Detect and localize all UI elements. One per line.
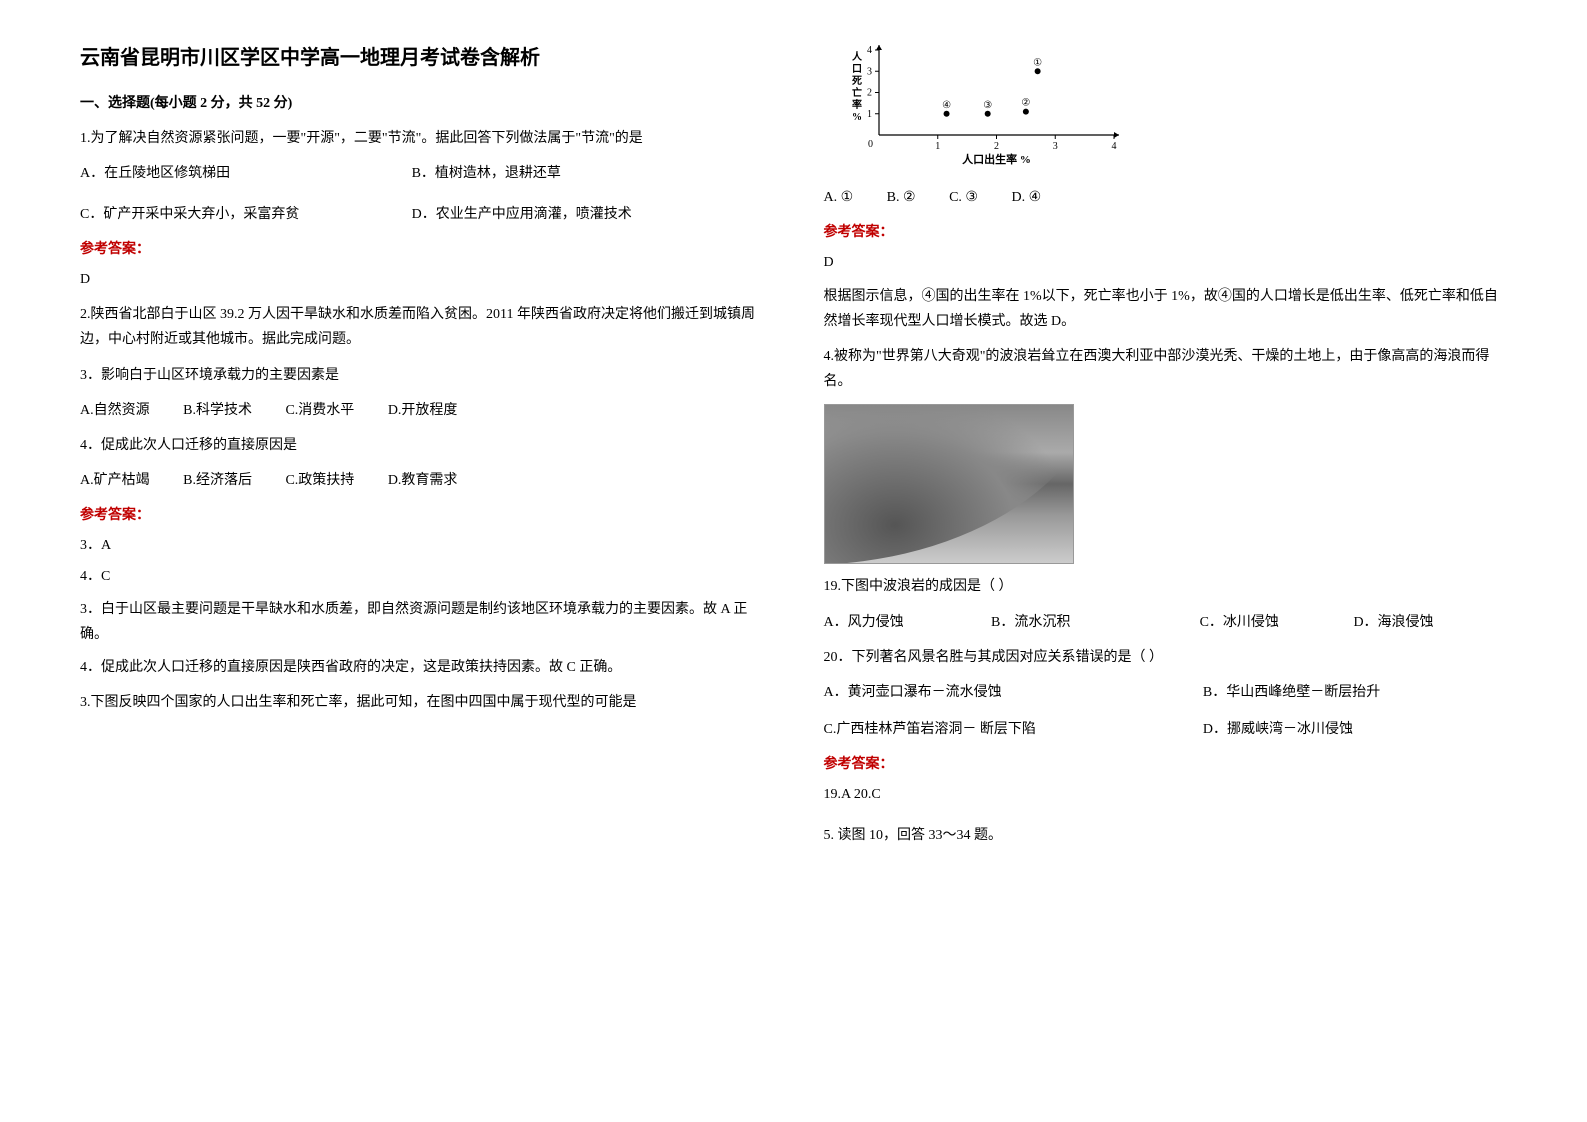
wave-rock-image-container bbox=[824, 404, 1508, 564]
q2-sub3-c: C.消费水平 bbox=[285, 398, 354, 423]
scatter-chart: 1 2 3 4 1 2 3 4 0 人口出生率 % 人口死亡率% ① ② ③ ④ bbox=[844, 45, 1508, 175]
q4-sub20-c: C.广西桂林芦笛岩溶洞－ 断层下陷 bbox=[824, 717, 1200, 742]
q1-options: A．在丘陵地区修筑梯田 B．植树造林，退耕还草 C．矿产开采中采大弃小，采富弃贫… bbox=[80, 161, 764, 226]
q4-sub20-d: D．挪威峡湾－冰川侵蚀 bbox=[1203, 717, 1476, 742]
svg-text:率: 率 bbox=[852, 98, 862, 111]
q2-ans4: 4．C bbox=[80, 564, 764, 589]
section-1-header: 一、选择题(每小题 2 分，共 52 分) bbox=[80, 91, 764, 116]
svg-text:3: 3 bbox=[867, 66, 872, 77]
q3-answer: D bbox=[824, 250, 1508, 275]
q2-sub4-d: D.教育需求 bbox=[388, 468, 458, 493]
q2-sub4-b: B.经济落后 bbox=[183, 468, 252, 493]
q4-answer-label: 参考答案： bbox=[824, 752, 1508, 777]
q2-sub4: 4．促成此次人口迁移的直接原因是 bbox=[80, 433, 764, 458]
q3-answer-label: 参考答案： bbox=[824, 220, 1508, 245]
q1-option-d: D．农业生产中应用滴灌，喷灌技术 bbox=[412, 202, 740, 227]
svg-text:人: 人 bbox=[852, 50, 863, 63]
q3-option-b: B. ② bbox=[887, 185, 916, 210]
q2-sub3-options: A.自然资源 B.科学技术 C.消费水平 D.开放程度 bbox=[80, 398, 764, 423]
q4-sub19-b: B．流水沉积 bbox=[991, 610, 1196, 635]
q2-sub3-d: D.开放程度 bbox=[388, 398, 458, 423]
q3-explanation: 根据图示信息，④国的出生率在 1%以下，死亡率也小于 1%，故④国的人口增长是低… bbox=[824, 284, 1508, 334]
q2-sub4-options: A.矿产枯竭 B.经济落后 C.政策扶持 D.教育需求 bbox=[80, 468, 764, 493]
q2-sub4-c: C.政策扶持 bbox=[285, 468, 354, 493]
exam-title: 云南省昆明市川区学区中学高一地理月考试卷含解析 bbox=[80, 40, 764, 76]
svg-text:1: 1 bbox=[935, 141, 940, 152]
q1-option-a: A．在丘陵地区修筑梯田 bbox=[80, 161, 408, 186]
q2-sub3: 3．影响白于山区环境承载力的主要因素是 bbox=[80, 363, 764, 388]
q4-sub20-b: B．华山西峰绝壁－断层抬升 bbox=[1203, 680, 1476, 705]
q2-sub4-a: A.矿产枯竭 bbox=[80, 468, 150, 493]
q4-sub19-c: C．冰川侵蚀 bbox=[1200, 610, 1350, 635]
q2-exp4: 4．促成此次人口迁移的直接原因是陕西省政府的决定，这是政策扶持因素。故 C 正确… bbox=[80, 655, 764, 680]
svg-text:②: ② bbox=[1021, 98, 1030, 109]
svg-text:口: 口 bbox=[852, 64, 862, 75]
svg-text:人口出生率 %: 人口出生率 % bbox=[962, 152, 1031, 166]
q4-sub19-d: D．海浪侵蚀 bbox=[1353, 610, 1490, 635]
q4-sub19-options: A．风力侵蚀 B．流水沉积 C．冰川侵蚀 D．海浪侵蚀 bbox=[824, 610, 1508, 635]
q2-answer-label: 参考答案： bbox=[80, 503, 764, 528]
q1-option-c: C．矿产开采中采大弃小，采富弃贫 bbox=[80, 202, 408, 227]
svg-text:亡: 亡 bbox=[852, 86, 862, 99]
q3-option-a: A. ① bbox=[824, 185, 854, 210]
svg-text:3: 3 bbox=[1052, 141, 1057, 152]
q4-sub20: 20．下列著名风景名胜与其成因对应关系错误的是（ ） bbox=[824, 645, 1508, 670]
svg-text:死: 死 bbox=[852, 75, 862, 87]
svg-text:2: 2 bbox=[994, 141, 999, 152]
svg-text:①: ① bbox=[1033, 57, 1042, 68]
question-1: 1.为了解决自然资源紧张问题，一要"开源"，二要"节流"。据此回答下列做法属于"… bbox=[80, 126, 764, 151]
svg-text:③: ③ bbox=[983, 100, 992, 111]
question-3: 3.下图反映四个国家的人口出生率和死亡率，据此可知，在图中四国中属于现代型的可能… bbox=[80, 690, 764, 715]
q3-options: A. ① B. ② C. ③ D. ④ bbox=[824, 185, 1508, 210]
q4-sub19-a: A．风力侵蚀 bbox=[824, 610, 988, 635]
question-4: 4.被称为"世界第八大奇观"的波浪岩耸立在西澳大利亚中部沙漠光秃、干燥的土地上，… bbox=[824, 344, 1508, 394]
question-2: 2.陕西省北部白于山区 39.2 万人因干旱缺水和水质差而陷入贫困。2011 年… bbox=[80, 302, 764, 352]
right-column: 1 2 3 4 1 2 3 4 0 人口出生率 % 人口死亡率% ① ② ③ ④ A. ① B. ② C. … bbox=[794, 40, 1538, 1082]
svg-text:0: 0 bbox=[868, 139, 873, 150]
question-5: 5. 读图 10，回答 33～34 题。 bbox=[824, 823, 1508, 848]
q3-option-c: C. ③ bbox=[949, 185, 978, 210]
q2-exp3: 3．白于山区最主要问题是干旱缺水和水质差，即自然资源问题是制约该地区环境承载力的… bbox=[80, 597, 764, 647]
q3-option-d: D. ④ bbox=[1011, 185, 1041, 210]
q2-sub3-b: B.科学技术 bbox=[183, 398, 252, 423]
q4-answer: 19.A 20.C bbox=[824, 782, 1508, 807]
q1-option-b: B．植树造林，退耕还草 bbox=[412, 161, 740, 186]
svg-text:%: % bbox=[852, 112, 862, 123]
q1-answer: D bbox=[80, 267, 764, 292]
svg-text:④: ④ bbox=[942, 100, 951, 111]
q4-sub20-options: A．黄河壶口瀑布－流水侵蚀 B．华山西峰绝壁－断层抬升 C.广西桂林芦笛岩溶洞－… bbox=[824, 680, 1508, 742]
svg-text:2: 2 bbox=[867, 88, 872, 99]
svg-text:1: 1 bbox=[867, 109, 872, 120]
q2-sub3-a: A.自然资源 bbox=[80, 398, 150, 423]
q1-text: 1.为了解决自然资源紧张问题，一要"开源"，二要"节流"。据此回答下列做法属于"… bbox=[80, 126, 764, 151]
svg-text:4: 4 bbox=[1111, 141, 1116, 152]
q2-ans3: 3．A bbox=[80, 533, 764, 558]
q4-sub19: 19.下图中波浪岩的成因是（ ） bbox=[824, 574, 1508, 599]
population-chart-svg: 1 2 3 4 1 2 3 4 0 人口出生率 % 人口死亡率% ① ② ③ ④ bbox=[844, 45, 1144, 175]
q1-answer-label: 参考答案： bbox=[80, 237, 764, 262]
left-column: 云南省昆明市川区学区中学高一地理月考试卷含解析 一、选择题(每小题 2 分，共 … bbox=[50, 40, 794, 1082]
svg-text:4: 4 bbox=[867, 45, 872, 56]
wave-rock-image bbox=[824, 404, 1074, 564]
q4-sub20-a: A．黄河壶口瀑布－流水侵蚀 bbox=[824, 680, 1200, 705]
